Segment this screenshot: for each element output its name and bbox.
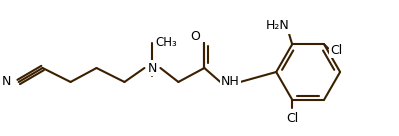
Text: O: O <box>190 30 200 43</box>
Text: H₂N: H₂N <box>265 19 289 32</box>
Text: Cl: Cl <box>286 112 298 125</box>
Text: Cl: Cl <box>330 44 342 57</box>
Text: N: N <box>148 61 157 75</box>
Text: CH₃: CH₃ <box>156 36 177 49</box>
Text: N: N <box>1 75 11 89</box>
Text: NH: NH <box>221 75 240 89</box>
